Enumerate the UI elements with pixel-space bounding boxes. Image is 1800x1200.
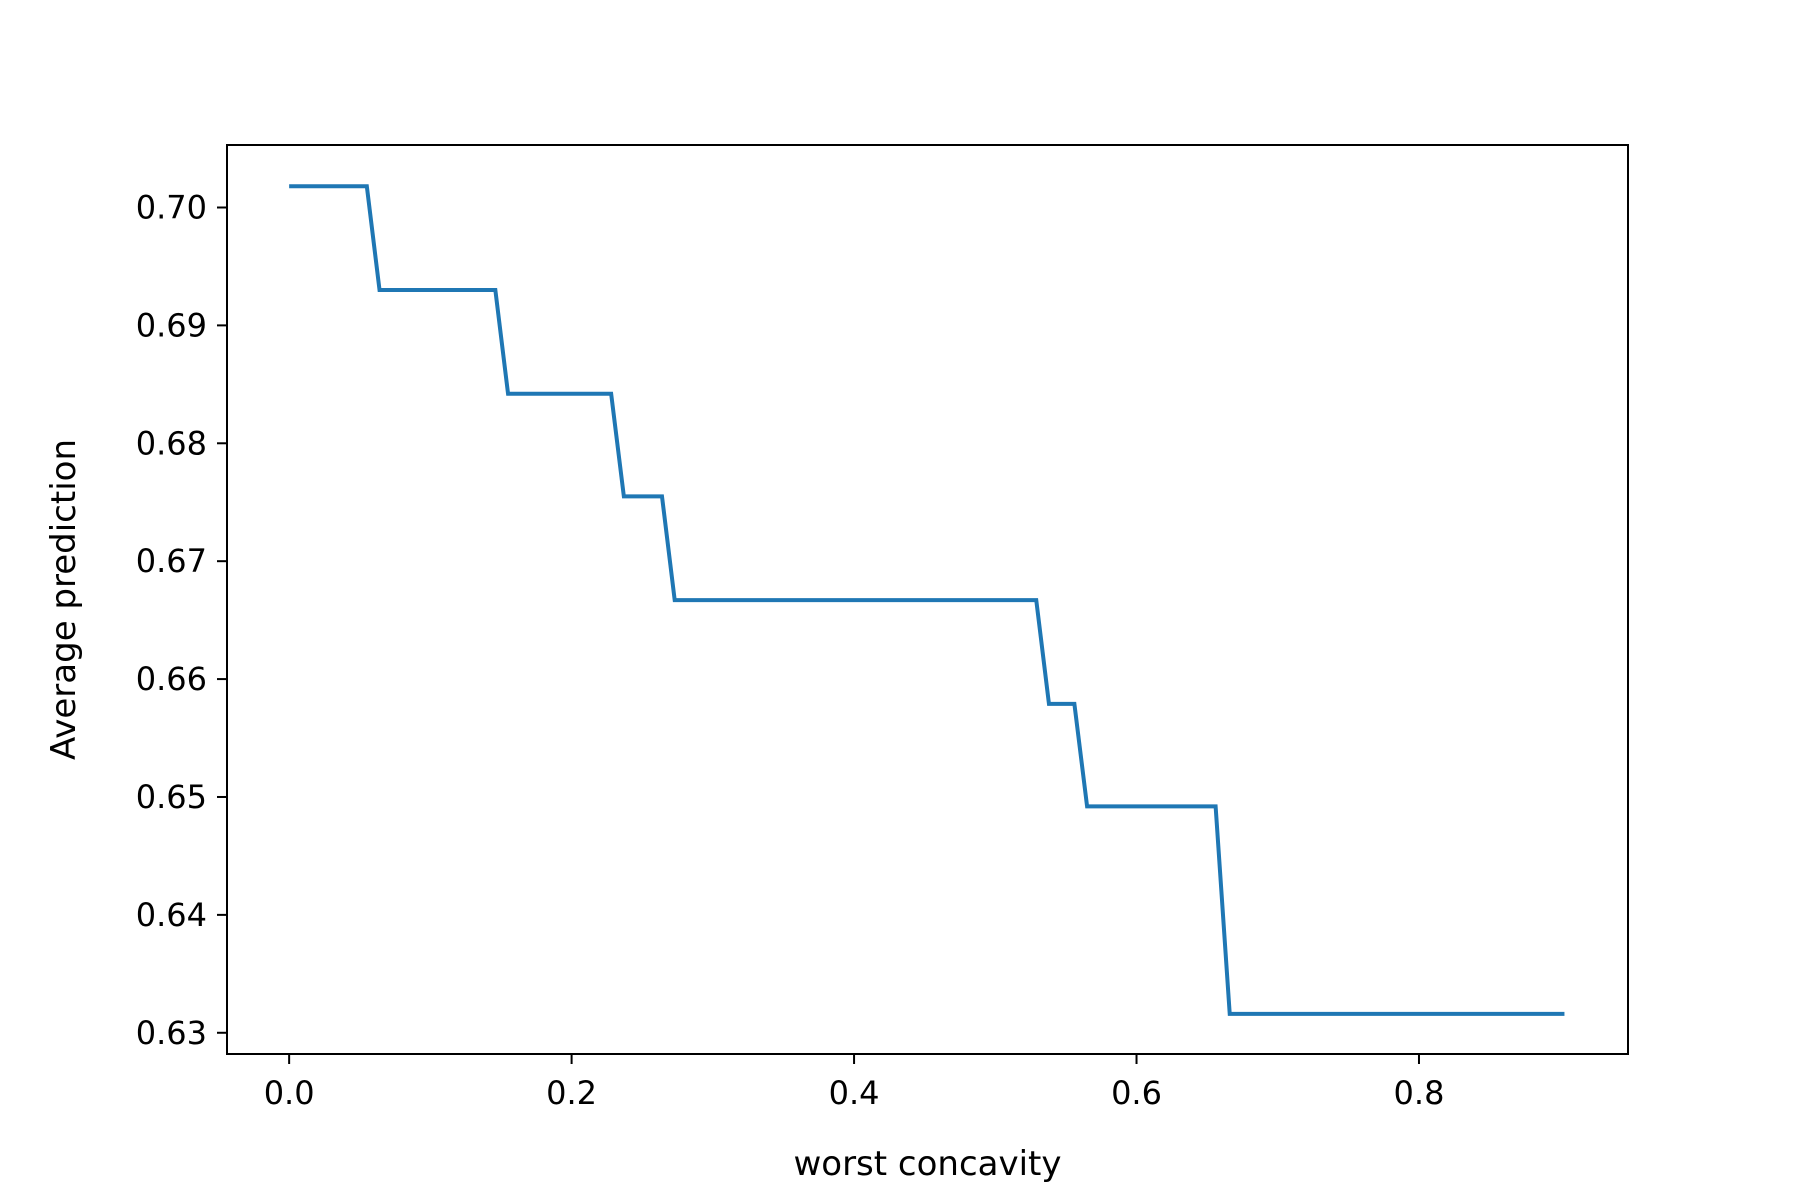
x-tick-label: 0.0 (264, 1074, 315, 1112)
y-axis-label: Average prediction (44, 439, 84, 760)
x-axis-ticks: 0.0 0.2 0.4 0.6 0.8 (264, 1054, 1445, 1112)
series-line (289, 184, 1565, 1016)
axes-frame (226, 144, 1629, 1055)
x-axis-label: worst concavity (793, 1144, 1061, 1184)
y-tick-label: 0.70 (136, 188, 207, 226)
y-tick-label: 0.64 (136, 896, 207, 934)
x-tick-label: 0.4 (829, 1074, 880, 1112)
y-tick-label: 0.69 (136, 306, 207, 344)
x-tick-label: 0.8 (1394, 1074, 1445, 1112)
x-tick-label: 0.6 (1111, 1074, 1162, 1112)
y-tick-label: 0.68 (136, 424, 207, 462)
y-tick-label: 0.63 (136, 1014, 207, 1052)
y-axis-ticks: 0.63 0.64 0.65 0.66 0.67 0.68 0.69 0.70 (136, 188, 227, 1052)
data-layer (289, 184, 1565, 1016)
y-tick-label: 0.66 (136, 660, 207, 698)
x-tick-label: 0.2 (546, 1074, 597, 1112)
y-tick-label: 0.67 (136, 542, 207, 580)
y-tick-label: 0.65 (136, 778, 207, 816)
